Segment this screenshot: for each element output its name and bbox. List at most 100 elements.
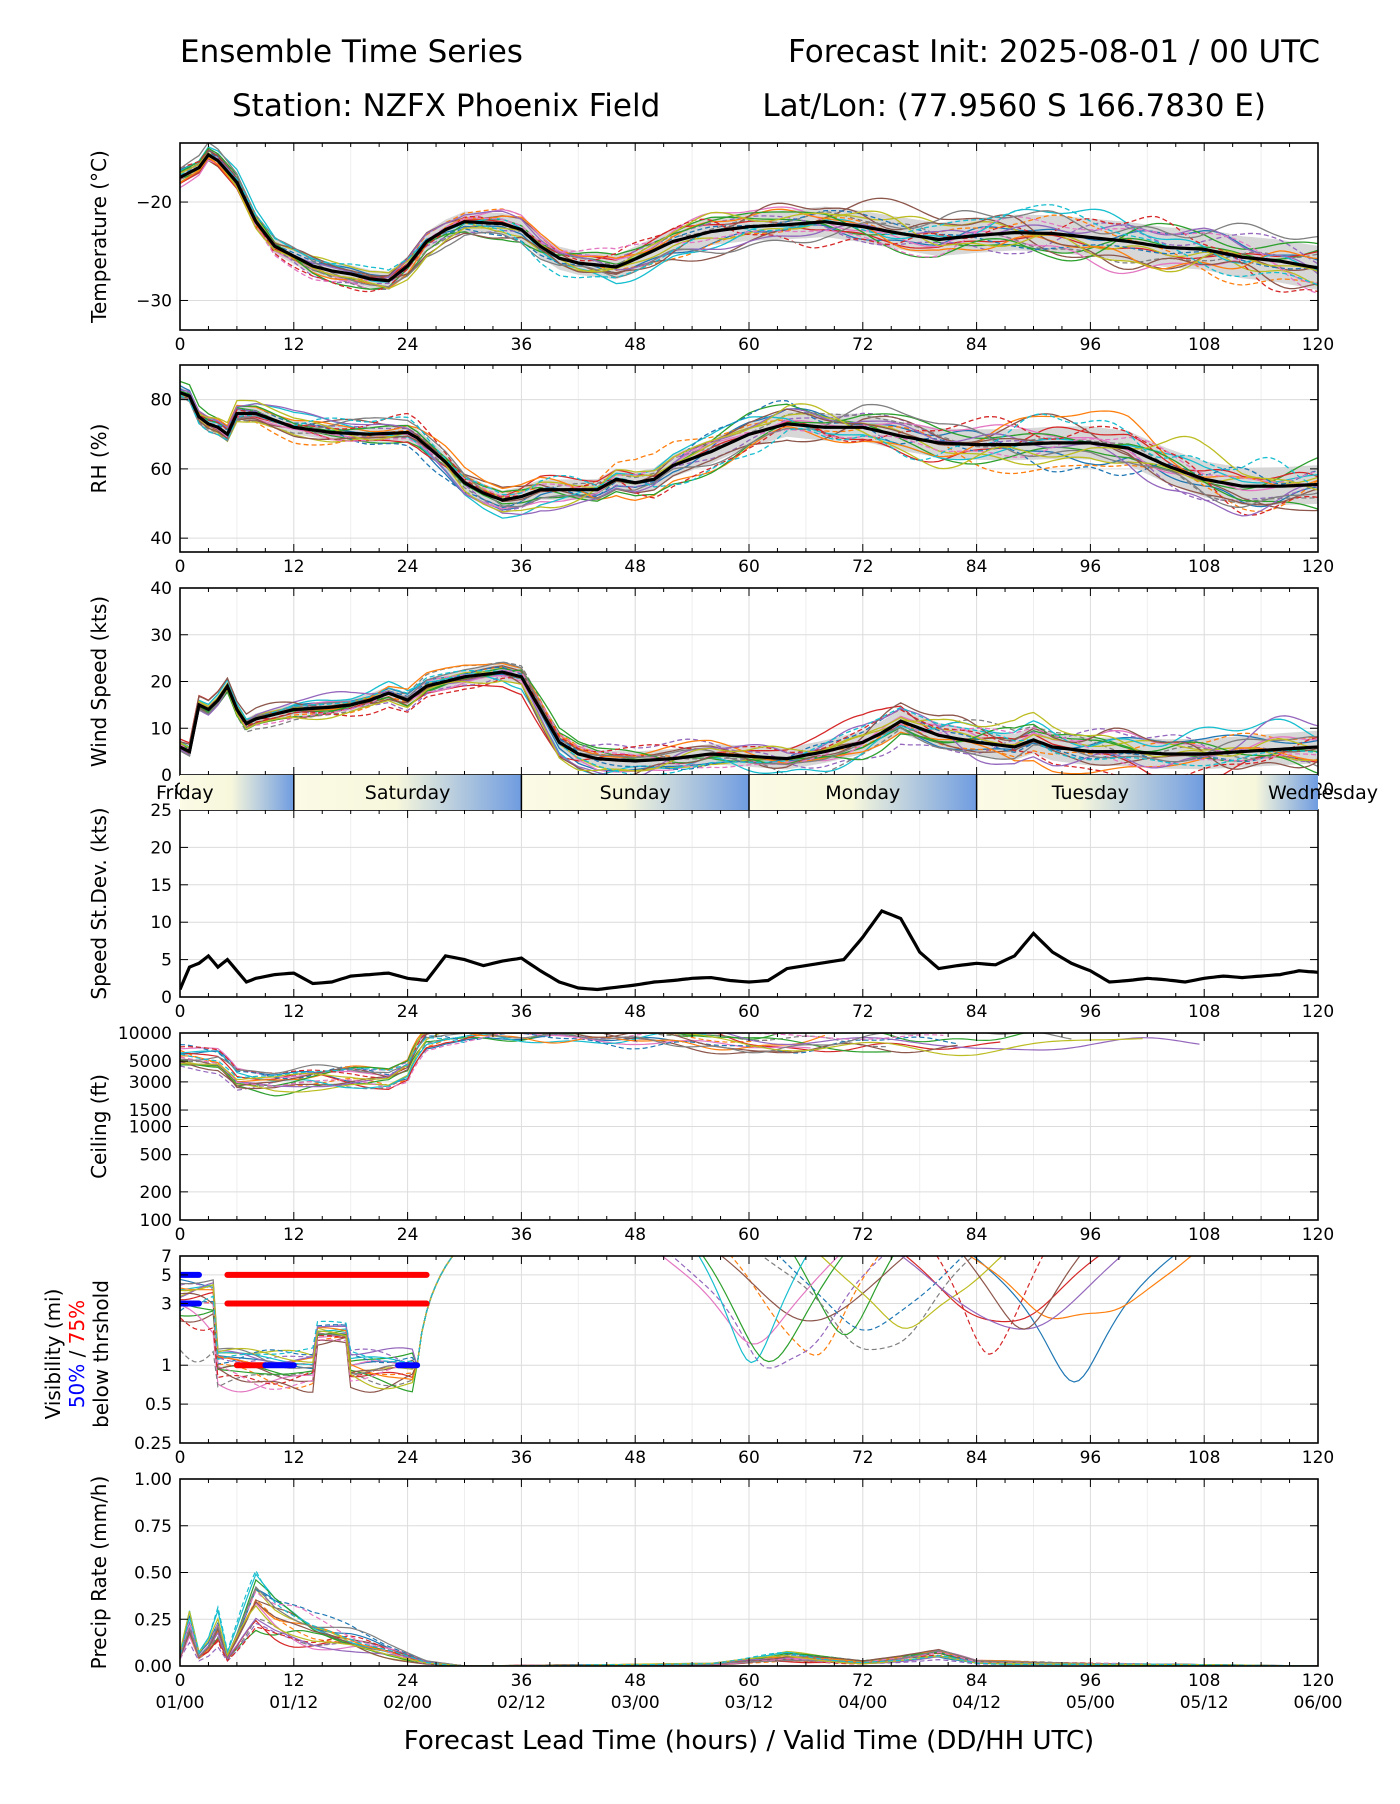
- ensemble-member-line: [180, 1033, 1143, 1081]
- x-tick-label: 96: [1080, 1002, 1102, 1022]
- x-tick-label: 120: [1302, 1448, 1334, 1468]
- x-tick-label: 48: [624, 1002, 646, 1022]
- y-tick-label: 15: [150, 876, 172, 896]
- x-tick-label: 60: [738, 1448, 760, 1468]
- x-tick-label: 120: [1302, 557, 1334, 577]
- ensemble-member-line: [963, 1256, 1081, 1330]
- ensemble-member-line: [180, 1256, 454, 1367]
- ensemble-member-line: [904, 1256, 1100, 1323]
- title-right-1: Forecast Init: 2025-08-01 / 00 UTC: [788, 34, 1320, 70]
- y-tick-label: 1.00: [134, 1470, 172, 1490]
- windspeed-ensemble-mean-line: [180, 670, 1318, 763]
- x-tick-label: 108: [1188, 557, 1220, 577]
- temperature-plot-area: [180, 143, 1318, 295]
- ensemble-member-line: [180, 1256, 454, 1366]
- ensemble-member-line: [180, 149, 1318, 290]
- y-tick-label: 30: [150, 626, 172, 646]
- x-tick-label: 48: [624, 335, 646, 355]
- x-tick-label: 36: [511, 1002, 533, 1022]
- x-valid-time-label: 02/00: [383, 1693, 432, 1713]
- ensemble-member-line: [180, 1256, 454, 1393]
- x-tick-label: 120: [1302, 1671, 1334, 1691]
- y-tick-label: 3000: [129, 1073, 172, 1093]
- ensemble-member-line: [180, 1034, 693, 1086]
- x-tick-label: 96: [1080, 557, 1102, 577]
- y-tick-label: 0: [161, 988, 172, 1008]
- ensemble-member-line: [968, 1256, 1193, 1320]
- ceiling-y-label: Ceiling (ft): [87, 1074, 111, 1179]
- y-tick-label: 20: [150, 673, 172, 693]
- ensemble-member-line: [900, 1256, 1123, 1330]
- ensemble-member-line: [180, 680, 1318, 772]
- ensemble-member-line: [180, 669, 1318, 775]
- x-tick-label: 108: [1188, 335, 1220, 355]
- visibility-ylabel-p75: 75%: [65, 1300, 89, 1344]
- ensemble-member-line: [180, 1569, 1318, 1666]
- ensemble-member-line: [720, 1256, 906, 1322]
- visibility-y-label: Visibility (mi) 50% / 75% below thrshold: [41, 1280, 113, 1428]
- ensemble-member-line: [180, 380, 1318, 505]
- y-tick-label: 200: [140, 1183, 172, 1203]
- ensemble-member-line: [936, 1256, 1044, 1355]
- day-segment: [180, 775, 294, 810]
- y-tick-label: 0.25: [134, 1610, 172, 1630]
- x-tick-label: 24: [397, 1002, 419, 1022]
- y-tick-label: 7: [161, 1247, 172, 1267]
- x-tick-label: 108: [1188, 1002, 1220, 1022]
- ensemble-member-line: [180, 1033, 892, 1087]
- x-tick-label: 12: [283, 1002, 305, 1022]
- x-tick-label: 72: [852, 1448, 874, 1468]
- y-tick-label: 10: [150, 719, 172, 739]
- panel-precip: 0 12 24 36 48 60 72 84 96 108 120 01/00 01/12 02/00 02…: [87, 1470, 1343, 1713]
- ensemble-member-line: [972, 1256, 1175, 1383]
- x-tick-label: 12: [283, 1671, 305, 1691]
- visibility-ylabel-line3: below thrshold: [89, 1280, 113, 1428]
- x-tick-label: 36: [511, 1671, 533, 1691]
- panel-ceiling: 0 12 24 36 48 60 72 84 96 108 120 100 200 500 10001500…: [87, 1024, 1334, 1245]
- y-tick-label: 3: [161, 1295, 172, 1315]
- x-tick-label: 24: [397, 1448, 419, 1468]
- ensemble-member-line: [180, 1033, 503, 1079]
- x-tick-label: 12: [283, 335, 305, 355]
- speed_stdev-y-label: Speed St.Dev. (kts): [87, 807, 111, 999]
- y-tick-label: 0.50: [134, 1564, 172, 1584]
- x-tick-label: 84: [966, 1671, 988, 1691]
- ensemble-member-line: [671, 1256, 884, 1369]
- ensemble-member-line: [180, 149, 1318, 293]
- ensemble-member-line: [180, 1256, 454, 1367]
- x-valid-time-label: 03/00: [611, 1693, 660, 1713]
- day-segment: [521, 775, 749, 810]
- y-tick-label: 25: [150, 801, 172, 821]
- ensemble-member-line: [180, 154, 1318, 295]
- y-tick-label: 5000: [129, 1052, 172, 1072]
- ensemble-member-line: [180, 1256, 454, 1379]
- ensemble-member-line: [180, 676, 1318, 775]
- day-of-week-band: Friday Saturday Sunday Monday Tuesday Wednesd…: [156, 775, 1378, 810]
- x-valid-time-label: 03/12: [725, 1693, 774, 1713]
- ceiling-plot-area: [180, 1033, 1200, 1097]
- ensemble-member-line: [180, 1033, 1200, 1088]
- x-tick-label: 60: [738, 1002, 760, 1022]
- y-tick-label: 40: [150, 529, 172, 549]
- x-valid-time-label: 02/12: [497, 1693, 546, 1713]
- ensemble-member-line: [180, 147, 1318, 290]
- x-tick-label: 120: [1302, 335, 1334, 355]
- title-left-1: Ensemble Time Series: [180, 34, 523, 70]
- x-tick-label: 84: [966, 557, 988, 577]
- panel-windspeed: 01224364860728496108120010203040Wind Spe…: [87, 579, 1334, 800]
- x-tick-label: 108: [1188, 1225, 1220, 1245]
- ensemble-member-line: [661, 1256, 840, 1345]
- y-tick-label: 80: [150, 391, 172, 411]
- rh-ensemble-mean-line: [180, 391, 1318, 502]
- panel-speed_stdev: 0 12 24 36 48 60 72 84 96 108 120 0 5 10 15 20 25 Speed S…: [87, 801, 1334, 1022]
- ensemble-member-line: [180, 1256, 454, 1375]
- x-tick-label: 120: [1302, 1002, 1334, 1022]
- y-tick-label: 40: [150, 579, 172, 599]
- y-tick-label: 0.5: [145, 1395, 172, 1415]
- x-tick-label: 120: [1302, 1225, 1334, 1245]
- day-segment: [1204, 775, 1318, 810]
- x-tick-label: 96: [1080, 1671, 1102, 1691]
- x-tick-label: 60: [738, 1671, 760, 1691]
- ensemble-member-line: [180, 1256, 454, 1367]
- ensemble-member-line: [180, 388, 1318, 509]
